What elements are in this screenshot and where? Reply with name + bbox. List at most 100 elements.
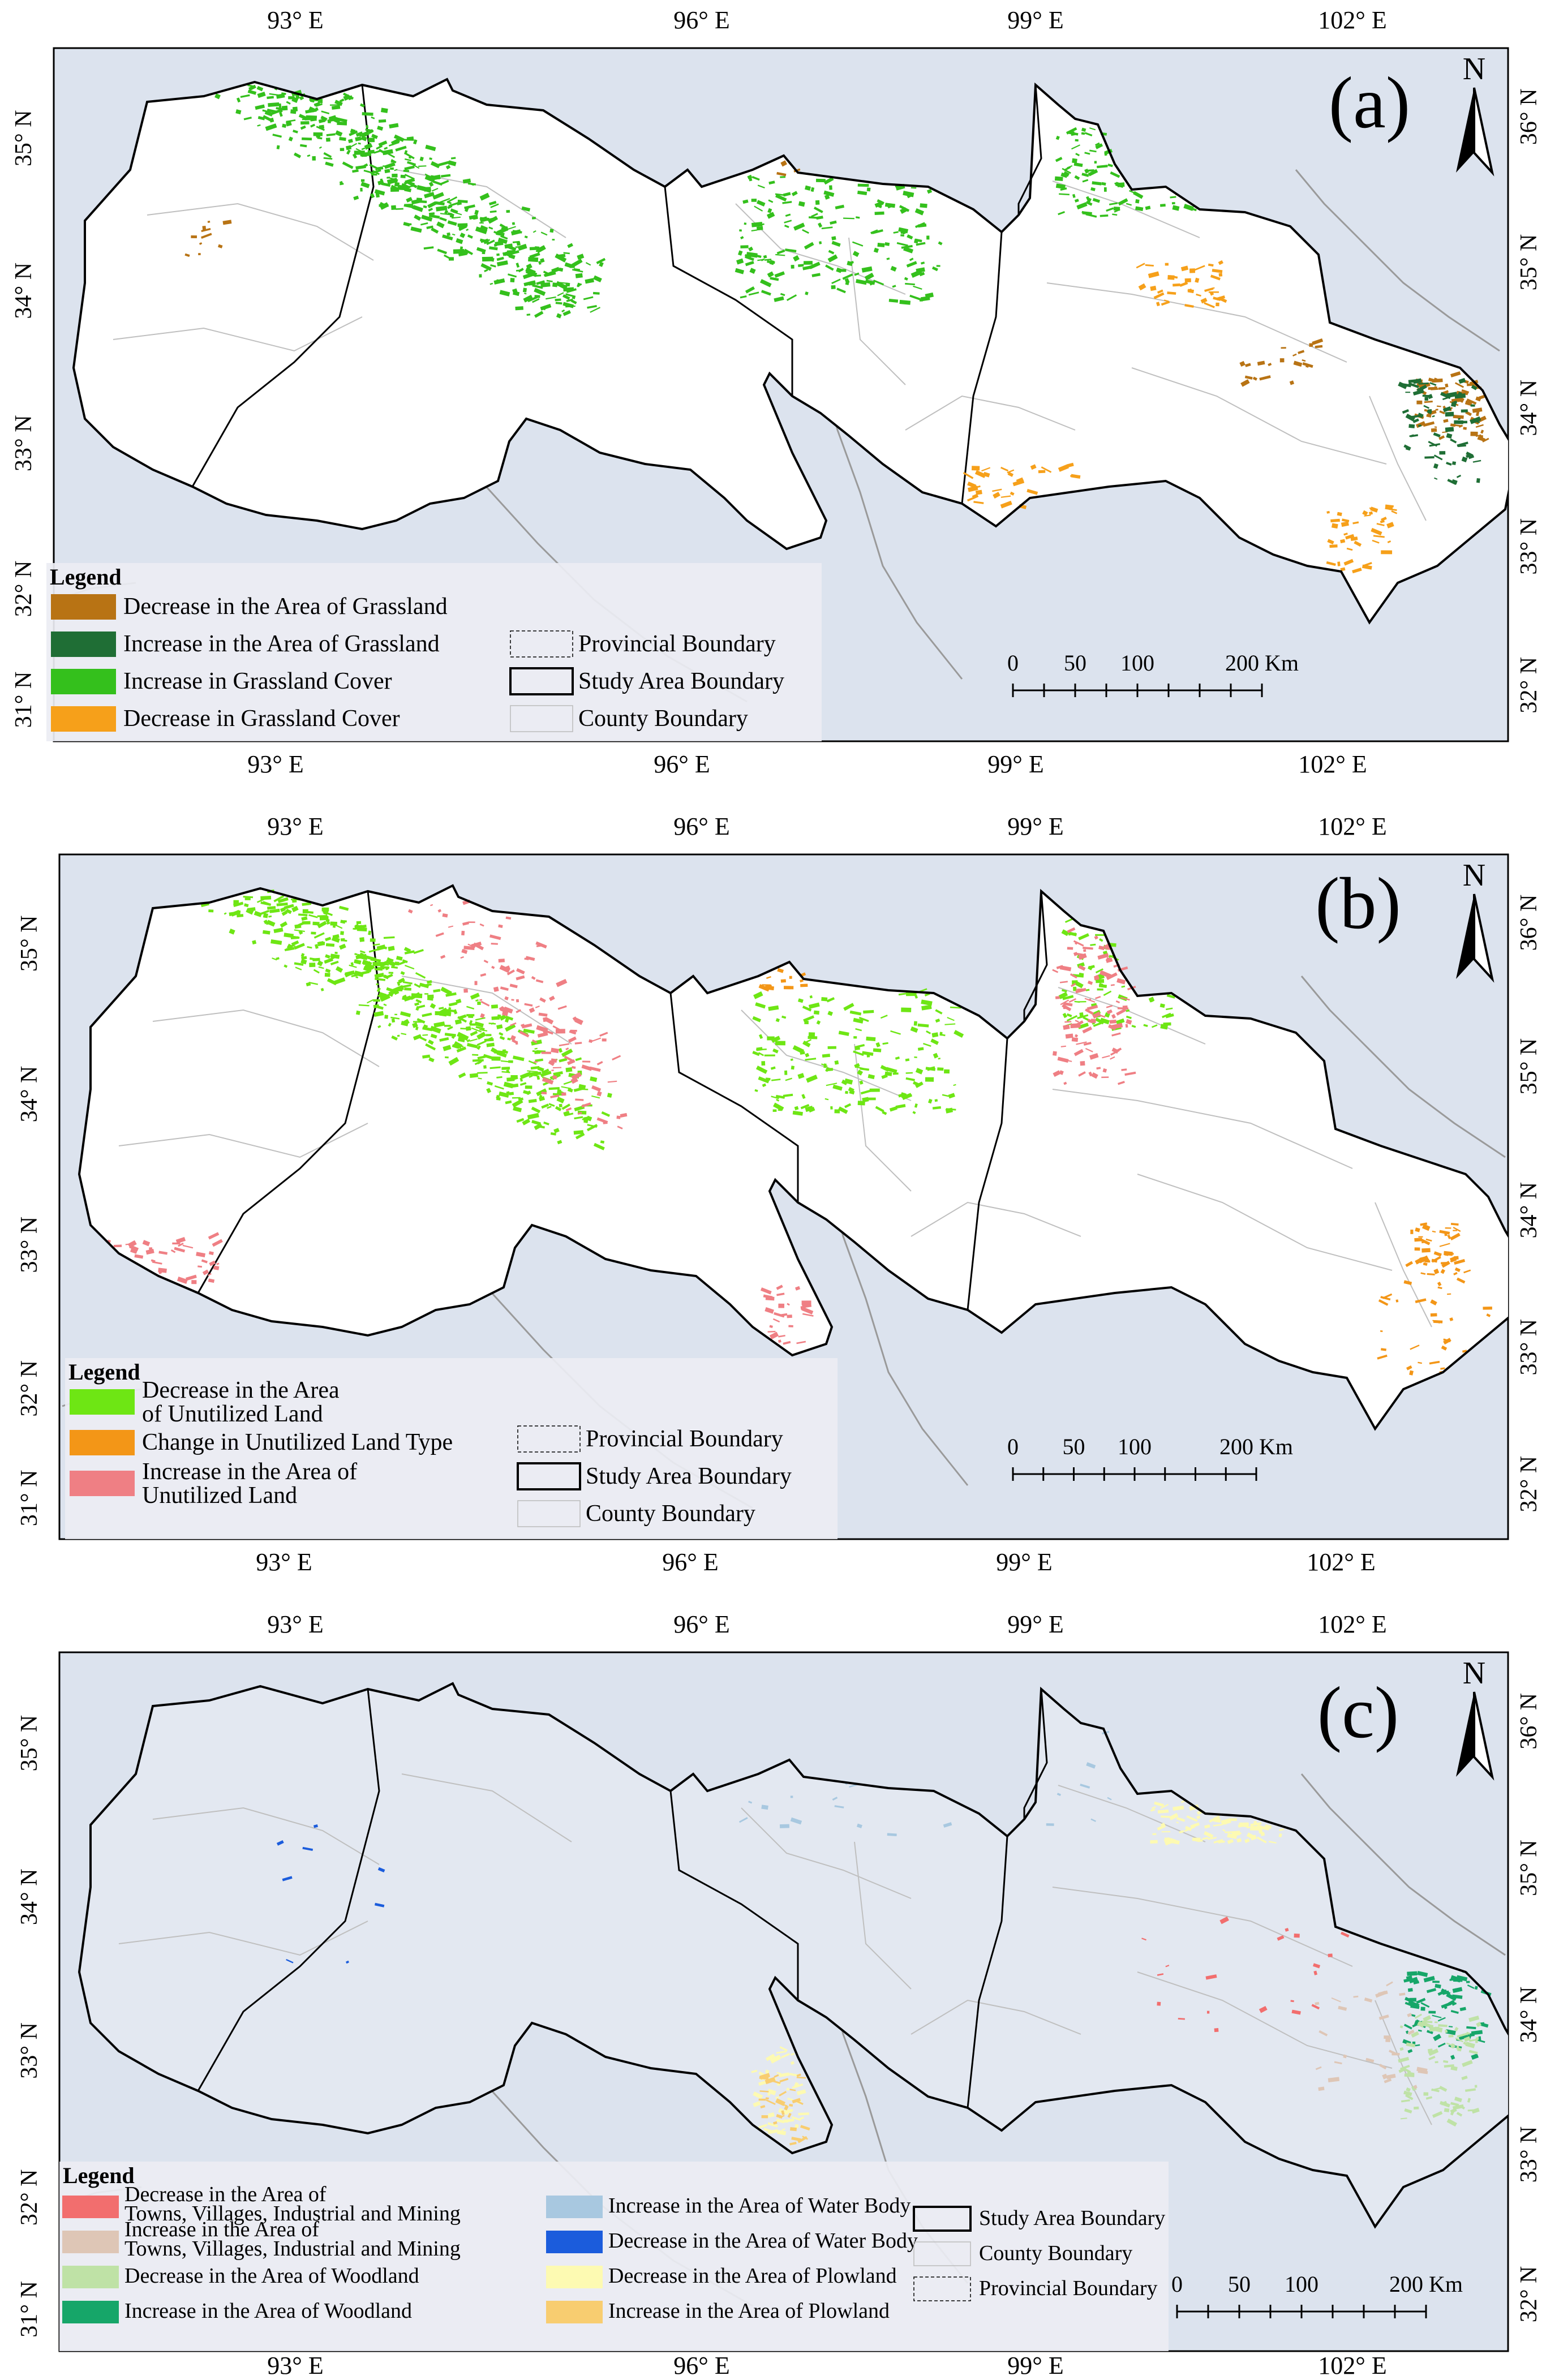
change-patch [827,1046,836,1049]
change-patch [916,242,926,246]
change-patch [483,959,489,964]
change-patch [802,1313,814,1317]
change-patch [511,999,514,1001]
change-patch [1447,1234,1451,1240]
change-patch [202,1269,209,1275]
change-patch [1085,1008,1094,1015]
change-patch [237,910,241,915]
change-patch [499,1006,504,1011]
change-patch [388,153,396,158]
thin-box-icon [517,1500,581,1527]
change-patch [207,221,211,223]
change-patch [562,294,570,300]
change-patch [570,1077,578,1084]
change-patch [769,1331,779,1340]
change-patch [1058,991,1068,999]
change-patch [761,258,765,261]
change-patch [332,118,340,124]
change-patch [798,2112,809,2116]
change-patch [1073,986,1077,991]
change-patch [416,1004,426,1009]
change-patch [178,1243,184,1247]
change-patch [376,145,383,150]
scale-label: 200 Km [1389,2271,1463,2297]
change-patch [272,957,277,961]
legend-boundary-label: Study Area Boundary [979,2206,1165,2230]
lat-label-right: 32° N [1516,657,1542,714]
change-patch [828,185,832,190]
change-patch [1451,402,1457,407]
change-patch [500,1060,512,1063]
change-patch [766,2099,776,2106]
change-patch [1073,1049,1084,1056]
study-area-land [79,886,1508,1429]
change-patch [802,265,811,270]
change-patch [320,987,324,991]
change-patch [866,1053,870,1058]
change-patch [1450,2055,1455,2060]
change-patch [332,934,340,939]
change-patch [787,2112,792,2118]
change-patch [427,994,434,999]
change-patch [506,969,515,976]
change-patch [1457,2047,1462,2052]
lon-label-top: 93° E [267,1610,323,1638]
change-patch [775,1018,780,1023]
change-patch [377,180,384,186]
change-patch [915,1068,924,1075]
change-patch [386,178,398,184]
change-patch [1431,428,1437,432]
change-patch [1259,1825,1269,1831]
change-patch [191,1280,197,1284]
change-patch [1428,2010,1436,2014]
change-patch [780,1313,788,1317]
change-patch [273,895,285,903]
change-patch [1410,1230,1414,1234]
change-patch [1076,988,1086,990]
change-patch [177,1277,188,1284]
change-patch [900,207,908,214]
change-patch [540,303,552,311]
change-patch [498,959,505,963]
change-patch [1438,386,1446,390]
legend-swatch [62,2196,119,2218]
change-patch [389,123,399,129]
provincial-line [1300,1773,1506,1956]
county-line [741,1009,912,1101]
change-patch [1468,2050,1478,2055]
map-content [62,1682,1508,2307]
change-patch [1084,168,1089,174]
change-patch [863,1009,874,1014]
change-patch [383,165,388,167]
change-patch [1213,1817,1221,1823]
lon-label-top: 99° E [1007,813,1063,840]
change-patch [354,959,362,965]
change-patch [763,255,767,259]
change-patch [1403,2024,1412,2030]
change-patch [601,1111,611,1117]
change-patch [1420,2002,1430,2008]
change-patch [1450,2010,1459,2014]
change-patch [1107,1797,1112,1801]
change-patch [282,1876,293,1881]
change-patch [925,1067,936,1071]
change-patch [539,1094,543,1098]
change-patch [1418,383,1429,385]
change-patch [319,146,322,149]
change-patch [1204,1831,1214,1838]
change-patch [476,1040,487,1046]
change-patch [786,294,797,301]
change-patch [394,991,400,995]
change-patch [1416,400,1423,405]
change-patch [510,1075,518,1079]
change-patch [1328,2077,1340,2082]
change-patch [1078,933,1089,940]
change-patch [1448,2034,1454,2038]
legend-swatch [51,669,116,694]
change-patch [404,165,415,170]
change-patch [469,1038,478,1042]
legend-item-label: Unutilized Land [142,1483,297,1509]
change-patch [510,278,515,283]
change-patch [901,1007,912,1012]
